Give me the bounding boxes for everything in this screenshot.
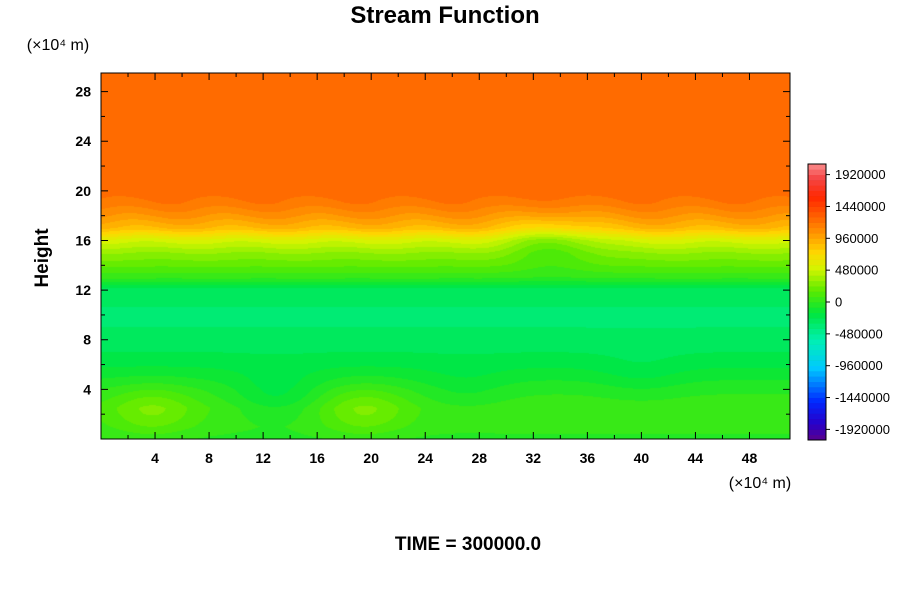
colorbar-band bbox=[808, 201, 826, 207]
colorbar-band bbox=[808, 434, 826, 441]
y-tick-label: 8 bbox=[83, 332, 91, 348]
colorbar-band bbox=[808, 429, 826, 436]
colorbar-band bbox=[808, 296, 826, 303]
x-tick-label: 4 bbox=[151, 450, 159, 466]
colorbar-band bbox=[808, 392, 826, 398]
x-tick-label: 20 bbox=[363, 450, 379, 466]
colorbar-label: 1440000 bbox=[835, 199, 886, 214]
colorbar-band bbox=[808, 222, 826, 229]
stream-function-field bbox=[101, 73, 790, 439]
colorbar-band bbox=[808, 371, 826, 377]
colorbar-band bbox=[808, 280, 826, 287]
colorbar-band bbox=[808, 413, 826, 420]
colorbar-band bbox=[808, 169, 826, 176]
colorbar-band bbox=[808, 238, 826, 245]
colorbar-band bbox=[808, 397, 826, 404]
colorbar-band bbox=[808, 174, 826, 181]
colorbar-band bbox=[808, 164, 826, 170]
y-tick-label: 4 bbox=[83, 381, 91, 397]
x-tick-label: 32 bbox=[526, 450, 542, 466]
colorbar-label: -480000 bbox=[835, 326, 883, 341]
colorbar-band bbox=[808, 355, 826, 361]
colorbar-band bbox=[808, 254, 826, 260]
colorbar-label: 480000 bbox=[835, 263, 878, 278]
colorbar-band bbox=[808, 323, 826, 329]
x-tick-label: 44 bbox=[688, 450, 704, 466]
chart-title: Stream Function bbox=[350, 2, 539, 29]
y-tick-label: 24 bbox=[75, 133, 91, 149]
x-tick-label: 24 bbox=[417, 450, 433, 466]
y-tick-label: 28 bbox=[75, 84, 91, 100]
colorbar-band bbox=[808, 349, 826, 356]
x-tick-label: 40 bbox=[634, 450, 650, 466]
colorbar-band bbox=[808, 333, 826, 340]
y-tick-label: 20 bbox=[75, 183, 91, 199]
colorbar-band bbox=[808, 317, 826, 324]
colorbar-band bbox=[808, 360, 826, 367]
colorbar-band bbox=[808, 344, 826, 351]
colorbar-band bbox=[808, 328, 826, 335]
colorbar-band bbox=[808, 206, 826, 213]
colorbar-band bbox=[808, 365, 826, 372]
colorbar-band bbox=[808, 259, 826, 266]
colorbar-band bbox=[808, 312, 826, 319]
colorbar-labels: 1920000 1440000 960000 480000 0 -480000 -96000… bbox=[826, 167, 890, 437]
colorbar-band bbox=[808, 227, 826, 234]
x-tick-label: 48 bbox=[742, 450, 758, 466]
colorbar-band bbox=[808, 248, 826, 255]
colorbar-band bbox=[808, 307, 826, 314]
colorbar-band bbox=[808, 376, 826, 383]
x-tick-label: 8 bbox=[205, 450, 213, 466]
colorbar-label: -1440000 bbox=[835, 390, 890, 405]
x-tick-label: 28 bbox=[471, 450, 487, 466]
x-unit-label: (×10⁴ m) bbox=[729, 475, 791, 492]
colorbar bbox=[808, 163, 826, 441]
y-tick-label: 12 bbox=[75, 282, 91, 298]
y-axis-ticks: 4 8 12 16 20 24 28 bbox=[75, 84, 790, 415]
colorbar-band bbox=[808, 339, 826, 345]
y-tick-label: 16 bbox=[75, 232, 91, 248]
colorbar-band bbox=[808, 233, 826, 239]
x-tick-label: 12 bbox=[255, 450, 271, 466]
colorbar-label: -1920000 bbox=[835, 422, 890, 437]
colorbar-band bbox=[808, 286, 826, 292]
colorbar-band bbox=[808, 275, 826, 282]
plot-frame bbox=[100, 72, 791, 440]
colorbar-band bbox=[808, 264, 826, 271]
colorbar-label: 0 bbox=[835, 295, 842, 310]
x-axis-ticks: 4 8 12 16 20 24 28 32 36 40 44 48 bbox=[127, 73, 758, 466]
y-axis-label: Height bbox=[32, 228, 53, 288]
colorbar-label: 1920000 bbox=[835, 167, 886, 182]
x-tick-label: 16 bbox=[309, 450, 325, 466]
y-unit-label: (×10⁴ m) bbox=[27, 37, 89, 54]
colorbar-band bbox=[808, 195, 826, 202]
colorbar-band bbox=[808, 190, 826, 197]
colorbar-label: -960000 bbox=[835, 358, 883, 373]
colorbar-band bbox=[808, 243, 826, 250]
colorbar-band bbox=[808, 408, 826, 414]
colorbar-band bbox=[808, 402, 826, 409]
colorbar-band bbox=[808, 381, 826, 388]
colorbar-band bbox=[808, 291, 826, 298]
colorbar-band bbox=[808, 217, 826, 223]
colorbar-band bbox=[808, 418, 826, 425]
colorbar-band bbox=[808, 185, 826, 191]
colorbar-band bbox=[808, 302, 826, 308]
colorbar-label: 960000 bbox=[835, 231, 878, 246]
x-tick-label: 36 bbox=[580, 450, 596, 466]
time-label: TIME = 300000.0 bbox=[395, 534, 541, 555]
colorbar-band bbox=[808, 270, 826, 276]
colorbar-band bbox=[808, 179, 826, 186]
colorbar-band bbox=[808, 386, 826, 393]
colorbar-band bbox=[808, 424, 826, 430]
colorbar-band bbox=[808, 211, 826, 218]
